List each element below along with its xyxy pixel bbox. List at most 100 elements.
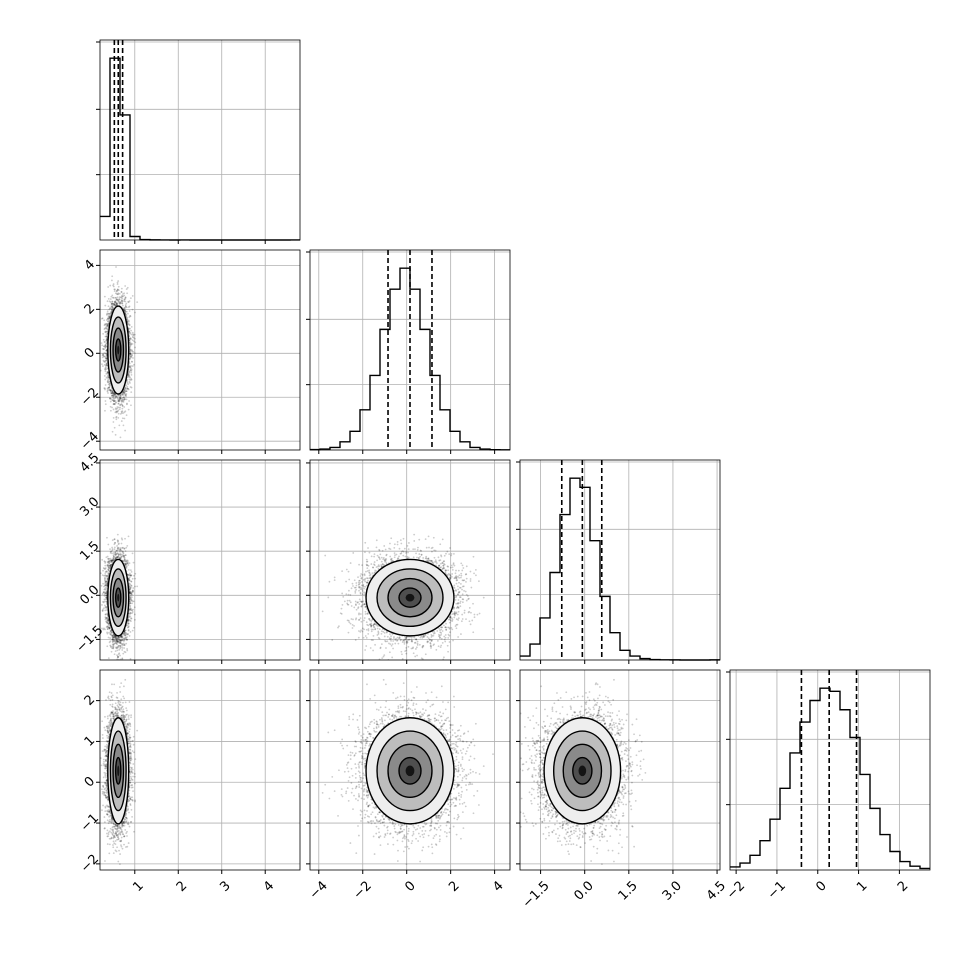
scatter-point (404, 638, 406, 640)
scatter-point (109, 626, 111, 629)
scatter-point (445, 628, 448, 631)
scatter-point (133, 613, 136, 616)
scatter-point (402, 554, 405, 557)
scatter-point (124, 562, 127, 565)
scatter-point (105, 779, 108, 782)
scatter-point (125, 565, 128, 567)
scatter-point (128, 375, 131, 378)
scatter-point (121, 831, 124, 834)
scatter-point (120, 716, 123, 719)
scatter-point (105, 617, 108, 620)
scatter-point (116, 541, 119, 543)
scatter-point (130, 798, 133, 801)
scatter-point (378, 558, 381, 560)
scatter-point (128, 320, 130, 323)
scatter-point (121, 635, 124, 638)
scatter-point (112, 283, 115, 285)
scatter-point (104, 368, 107, 371)
scatter-point (111, 546, 113, 549)
scatter-point (110, 308, 113, 311)
scatter-point (125, 302, 128, 305)
scatter-point (429, 642, 432, 644)
scatter-point (116, 639, 119, 642)
scatter-point (470, 611, 472, 614)
scatter-point (115, 641, 118, 644)
scatter-point (129, 574, 131, 576)
scatter-point (378, 556, 381, 559)
scatter-point (110, 563, 113, 566)
scatter-point (118, 397, 121, 400)
scatter-point (120, 664, 122, 666)
scatter-point (129, 725, 132, 728)
scatter-point (434, 549, 437, 552)
scatter-point (102, 600, 104, 603)
scatter-point (439, 636, 441, 639)
scatter-point (420, 553, 423, 556)
scatter-point (105, 337, 108, 340)
scatter-point (127, 618, 130, 621)
scatter-point (116, 641, 119, 644)
scatter-point (131, 593, 133, 596)
scatter-point (358, 603, 361, 605)
scatter-point (126, 729, 129, 732)
scatter-point (108, 385, 111, 388)
scatter-point (129, 352, 131, 355)
scatter-point (115, 411, 118, 414)
scatter-point (130, 584, 133, 587)
scatter-point (110, 398, 113, 400)
scatter-point (117, 406, 120, 409)
scatter-point (101, 354, 104, 357)
scatter-point (122, 640, 125, 642)
scatter-point (121, 823, 124, 825)
scatter-point (373, 555, 376, 558)
scatter-point (355, 588, 358, 591)
scatter-point (118, 542, 120, 545)
scatter-point (131, 591, 134, 594)
scatter-point (449, 574, 452, 577)
scatter-point (128, 372, 130, 375)
scatter-point (395, 637, 397, 640)
scatter-point (130, 585, 133, 587)
scatter-point (119, 639, 122, 641)
scatter-point (112, 823, 115, 826)
scatter-point (119, 691, 122, 693)
scatter-point (125, 820, 128, 822)
contour-line (107, 305, 130, 395)
scatter-point (119, 556, 122, 559)
scatter-point (120, 299, 123, 302)
scatter-point (112, 559, 114, 562)
scatter-point (126, 830, 128, 833)
scatter-point (458, 596, 461, 599)
scatter-point (432, 630, 434, 633)
scatter-point (129, 798, 132, 800)
scatter-point (383, 635, 386, 638)
scatter-point (354, 591, 357, 594)
scatter-point (127, 724, 130, 726)
scatter-point (120, 287, 123, 290)
scatter-point (109, 389, 112, 392)
scatter-point (443, 567, 446, 570)
scatter-point (116, 834, 119, 837)
scatter-point (362, 636, 365, 639)
scatter-point (121, 407, 124, 410)
scatter-point (103, 588, 106, 591)
scatter-point (428, 559, 431, 562)
scatter-point (128, 324, 131, 326)
scatter-point (380, 564, 383, 566)
scatter-point (473, 616, 476, 619)
scatter-point (106, 536, 108, 539)
scatter-point (125, 560, 128, 563)
scatter-point (114, 640, 117, 643)
contour-line (112, 577, 125, 618)
scatter-point (117, 416, 120, 419)
scatter-point (103, 355, 106, 358)
scatter-point (109, 397, 112, 400)
scatter-point (106, 380, 109, 383)
scatter-point (118, 400, 121, 403)
scatter-point (428, 638, 431, 641)
scatter-point (103, 771, 106, 774)
scatter-point (122, 711, 125, 713)
scatter-point (109, 637, 112, 639)
scatter-point (118, 704, 121, 706)
scatter-point (101, 558, 104, 561)
